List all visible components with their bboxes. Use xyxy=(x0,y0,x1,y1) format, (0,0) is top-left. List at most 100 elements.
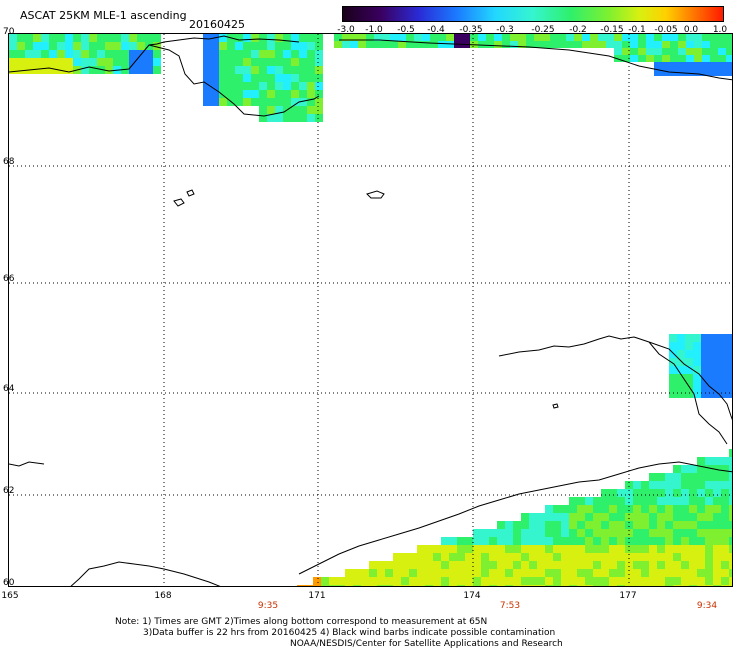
swath-cell xyxy=(673,545,681,553)
swath-cell xyxy=(521,585,529,586)
swath-cell xyxy=(673,513,681,521)
swath-cell xyxy=(678,55,686,62)
swath-cell xyxy=(537,585,545,586)
swath-cell xyxy=(638,55,646,62)
swath-cell xyxy=(497,585,505,586)
swath-cell xyxy=(601,497,609,505)
swath-cell xyxy=(81,50,89,58)
swath-cell xyxy=(291,50,299,58)
swath-cell xyxy=(713,465,721,473)
swath-cell xyxy=(457,569,465,577)
swath-cell xyxy=(561,545,569,553)
swath-cell xyxy=(721,521,729,529)
swath-cell xyxy=(709,366,717,374)
swath-cell xyxy=(203,50,211,58)
swath-cell xyxy=(673,577,681,585)
swath-cell xyxy=(713,537,721,545)
swath-cell xyxy=(654,48,662,55)
swath-cell xyxy=(685,350,693,358)
swath-cell xyxy=(641,521,649,529)
swath-cell xyxy=(705,569,713,577)
swath-cell xyxy=(705,537,713,545)
swath-cell xyxy=(307,66,315,74)
latitude-label: 64 xyxy=(3,384,15,394)
swath-cell xyxy=(449,553,457,561)
swath-cell xyxy=(9,50,17,58)
swath-cell xyxy=(545,521,553,529)
swath-cell xyxy=(582,41,590,48)
swath-cell xyxy=(529,537,537,545)
swath-cell xyxy=(417,577,425,585)
swath-cell xyxy=(235,90,243,98)
swath-cell xyxy=(725,366,732,374)
swath-cell xyxy=(473,569,481,577)
swath-cell xyxy=(502,34,510,41)
swath-cell xyxy=(9,58,17,66)
swath-cell xyxy=(569,561,577,569)
swath-cell xyxy=(299,50,307,58)
swath-cell xyxy=(441,553,449,561)
swath-cell xyxy=(617,569,625,577)
swath-cell xyxy=(481,585,489,586)
pass-time-label: 9:34 xyxy=(696,601,718,611)
swath-cell xyxy=(297,585,305,586)
swath-cell xyxy=(235,74,243,82)
swath-cell xyxy=(505,569,513,577)
swath-cell xyxy=(153,50,161,58)
swath-cell xyxy=(609,569,617,577)
swath-cell xyxy=(729,545,732,553)
swath-cell xyxy=(113,42,121,50)
swath-cell xyxy=(537,577,545,585)
swath-cell xyxy=(553,585,561,586)
swath-cell xyxy=(510,41,518,48)
swath-cell xyxy=(219,50,227,58)
swath-cell xyxy=(529,569,537,577)
swath-cell xyxy=(393,569,401,577)
swath-cell xyxy=(97,50,105,58)
swath-cell xyxy=(235,42,243,50)
swath-cell xyxy=(489,569,497,577)
swath-cell xyxy=(494,41,502,48)
swath-cell xyxy=(693,366,701,374)
swath-cell xyxy=(291,42,299,50)
swath-cell xyxy=(390,41,398,48)
swath-cell xyxy=(641,489,649,497)
swath-cell xyxy=(417,585,425,586)
swath-cell xyxy=(649,505,657,513)
longitude-label: 168 xyxy=(154,591,172,601)
swath-cell xyxy=(713,481,721,489)
swath-cell xyxy=(689,505,697,513)
swath-cell xyxy=(721,537,729,545)
swath-cell xyxy=(251,90,259,98)
swath-cell xyxy=(390,34,398,41)
swath-cell xyxy=(593,561,601,569)
swath-cell xyxy=(129,58,137,66)
swath-cell xyxy=(457,545,465,553)
coastline-anadyr xyxy=(70,561,221,586)
swath-cell xyxy=(633,505,641,513)
swath-cell xyxy=(669,334,677,342)
swath-cell xyxy=(393,585,401,586)
swath-cell xyxy=(689,545,697,553)
swath-cell xyxy=(251,58,259,66)
swath-cell xyxy=(697,529,705,537)
swath-cell xyxy=(713,473,721,481)
swath-cell xyxy=(545,529,553,537)
swath-cell xyxy=(553,577,561,585)
swath-cell xyxy=(701,342,709,350)
swath-cell xyxy=(145,66,153,74)
swath-cell xyxy=(235,58,243,66)
swath-cell xyxy=(681,473,689,481)
swath-cell xyxy=(430,41,438,48)
swath-cell xyxy=(689,513,697,521)
swath-cell xyxy=(275,34,283,42)
swath-cell xyxy=(211,90,219,98)
swath-cell xyxy=(633,521,641,529)
swath-cell xyxy=(665,545,673,553)
swath-cell xyxy=(497,577,505,585)
swath-cell xyxy=(614,41,622,48)
swath-cell xyxy=(478,34,486,41)
swath-cell xyxy=(65,34,73,42)
swath-cell xyxy=(259,34,267,42)
swath-cell xyxy=(417,553,425,561)
